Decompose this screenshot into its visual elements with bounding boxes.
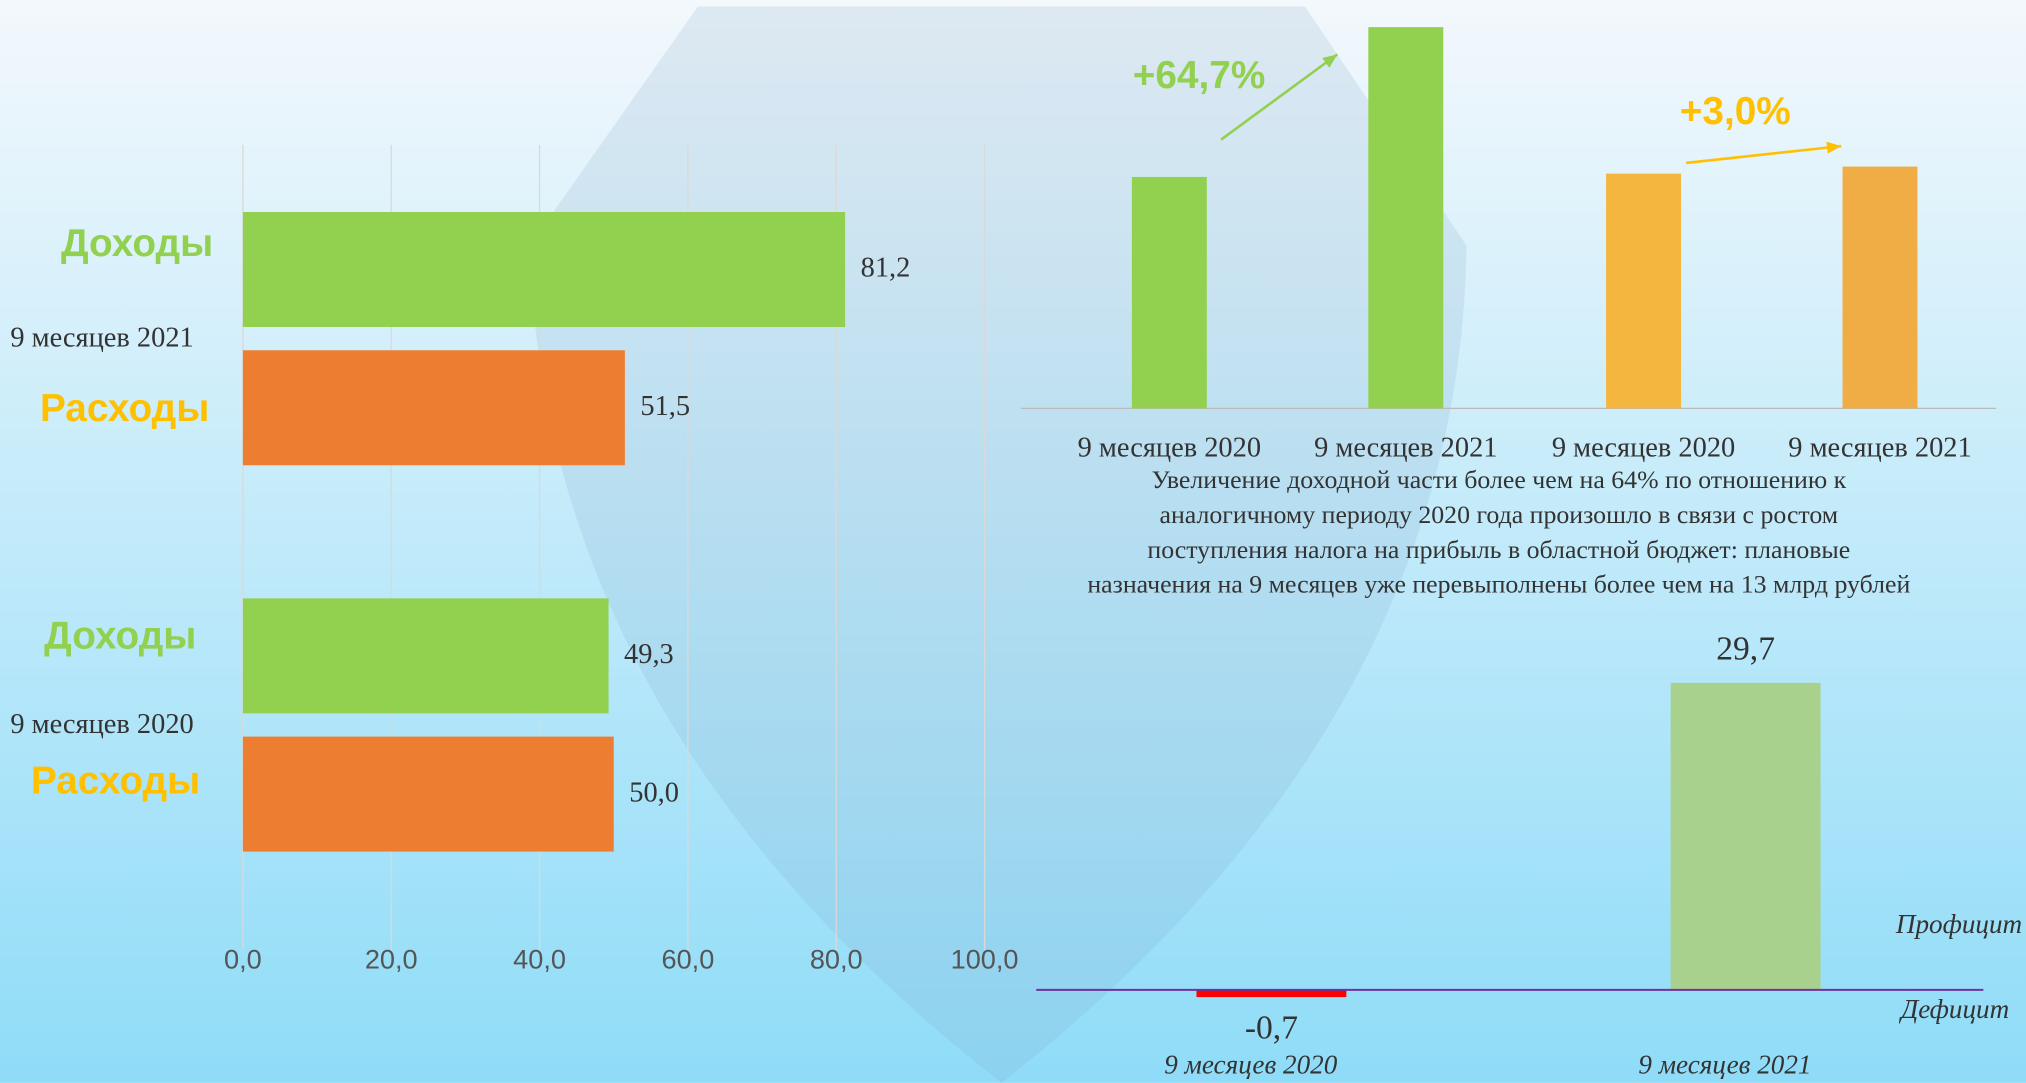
bar <box>1670 682 1821 990</box>
category-label: 9 месяцев 2021 <box>10 322 193 353</box>
value-label: -0,7 <box>1245 1009 1298 1046</box>
note: поступления налога на прибыль в областно… <box>1147 535 1850 564</box>
value-label: 29,7 <box>1716 631 1775 668</box>
x-tick-label: 9 месяцев 2020 <box>1078 432 1261 463</box>
x-tick-label: 9 месяцев 2020 <box>1552 432 1735 463</box>
series-label: Расходы <box>31 759 200 802</box>
arrow <box>1220 53 1339 141</box>
region-label: Профицит <box>1895 909 2022 939</box>
bar <box>242 350 625 466</box>
note: аналогичному периоду 2020 года произошло… <box>1160 500 1839 529</box>
region-label: Дефицит <box>1898 994 2009 1024</box>
x-tick-label: 9 месяцев 2020 <box>1164 1050 1338 1080</box>
arrow-head <box>1826 141 1842 154</box>
value-label: 81,2 <box>861 253 911 284</box>
value-label: 51,5 <box>640 391 690 422</box>
value-label: 49,3 <box>624 639 674 670</box>
bar <box>242 598 609 714</box>
arrow <box>1686 144 1842 165</box>
annotation: +3,0% <box>1680 90 1791 133</box>
x-tick-label: 60,0 <box>662 944 715 975</box>
bar <box>1842 166 1918 409</box>
x-tick-label: 40,0 <box>513 944 566 975</box>
x-tick-label: 9 месяцев 2021 <box>1788 432 1971 463</box>
annotation: +64,7% <box>1133 54 1266 97</box>
x-tick-label: 9 месяцев 2021 <box>1314 432 1497 463</box>
x-tick-label: 0,0 <box>224 944 262 975</box>
series-label: Доходы <box>61 222 213 265</box>
bar <box>242 212 846 328</box>
x-tick-label: 100,0 <box>951 944 1019 975</box>
bar <box>1606 173 1682 409</box>
arrow-head <box>1322 54 1338 68</box>
x-tick-label: 20,0 <box>365 944 418 975</box>
bar <box>1196 989 1347 998</box>
x-tick-label: 80,0 <box>810 944 863 975</box>
category-label: 9 месяцев 2020 <box>10 709 193 740</box>
value-label: 50,0 <box>629 777 679 808</box>
note: назначения на 9 месяцев уже перевыполнен… <box>1087 570 1910 599</box>
note: Увеличение доходной части более чем на 6… <box>1152 465 1847 494</box>
series-label: Доходы <box>44 615 196 658</box>
bar <box>1368 27 1444 409</box>
bar <box>242 736 614 852</box>
bar <box>1131 176 1207 409</box>
x-tick-label: 9 месяцев 2021 <box>1638 1050 1811 1080</box>
series-label: Расходы <box>40 387 209 430</box>
